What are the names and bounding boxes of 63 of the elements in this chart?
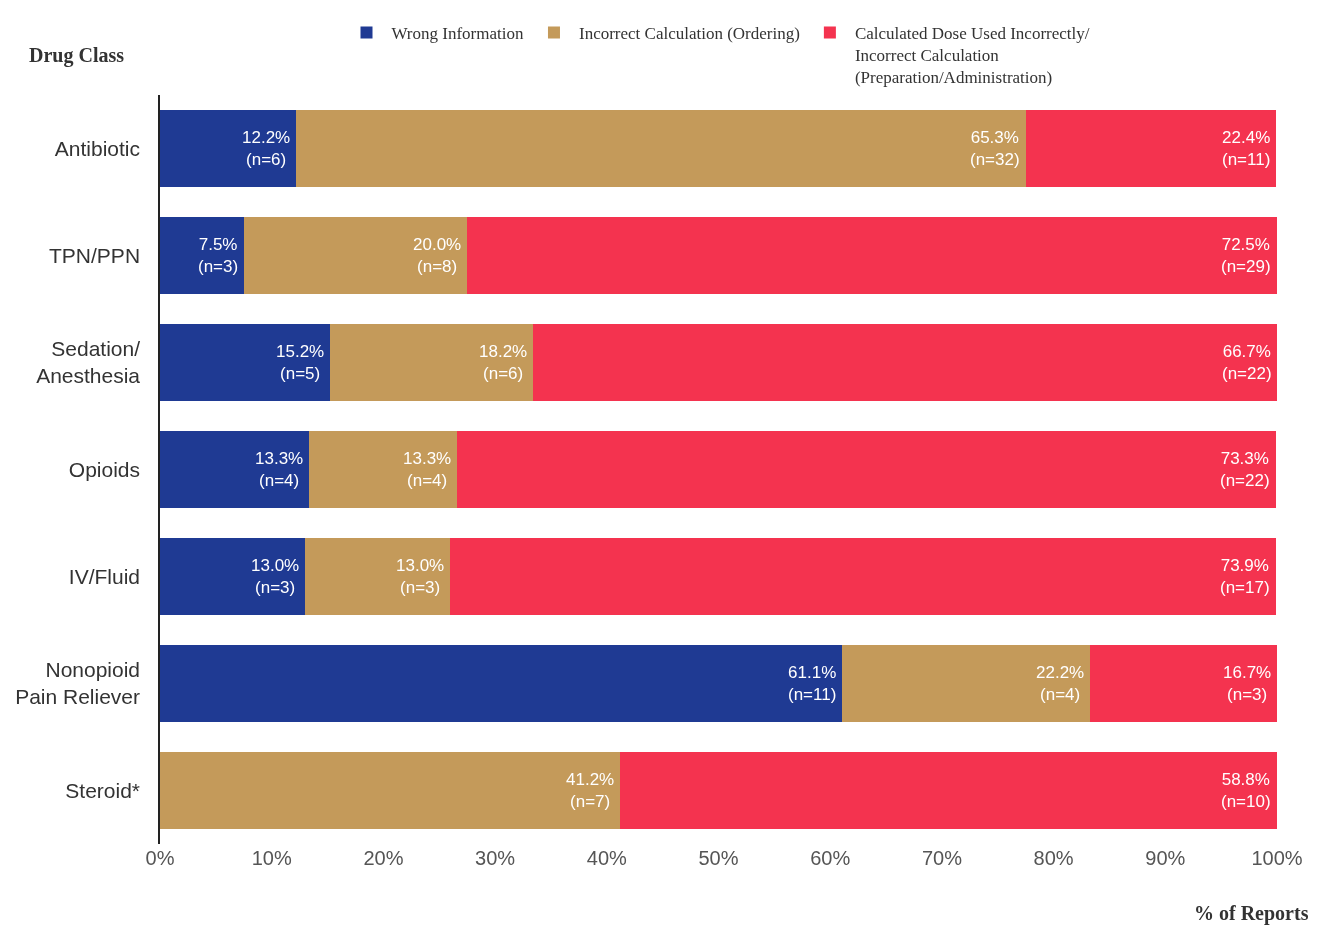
x-axis-title: % of Reports bbox=[1194, 902, 1309, 925]
y-tick-label: Nonopioid Pain Reliever bbox=[15, 658, 141, 709]
x-tick-label: 20% bbox=[363, 847, 404, 869]
data-label: 41.2% (n=7) bbox=[566, 770, 615, 812]
bar bbox=[457, 430, 1276, 509]
data-label: 7.5% (n=3) bbox=[198, 235, 239, 277]
data-label: 13.3% (n=4) bbox=[255, 449, 304, 491]
x-tick-label: 0% bbox=[145, 847, 175, 869]
x-tick-label: 90% bbox=[1145, 847, 1186, 869]
x-tick-label: 40% bbox=[586, 847, 628, 869]
data-label: 15.2% (n=5) bbox=[276, 342, 325, 384]
data-label: 16.7% (n=3) bbox=[1223, 663, 1272, 705]
y-tick-label: Sedation/ Anesthesia bbox=[36, 337, 141, 388]
y-tick-label: Steroid* bbox=[65, 778, 141, 802]
bar bbox=[305, 537, 451, 616]
data-label: 66.7% (n=22) bbox=[1222, 342, 1272, 384]
data-label: 72.5% (n=29) bbox=[1221, 235, 1271, 277]
data-label: 73.9% (n=17) bbox=[1220, 556, 1270, 598]
bar bbox=[160, 430, 309, 509]
legend-label: Incorrect Calculation (Ordering) bbox=[578, 24, 800, 44]
x-tick-label: 70% bbox=[921, 847, 963, 869]
bar bbox=[329, 323, 534, 402]
bar bbox=[160, 644, 843, 723]
x-tick-label: 10% bbox=[251, 847, 292, 869]
bar bbox=[160, 323, 330, 402]
legend-label: Calculated Dose Used Incorrectly/ Incorrect Calculation (Preparation/Administration) bbox=[854, 24, 1090, 88]
data-label: 22.4% (n=11) bbox=[1222, 128, 1271, 170]
y-tick-label: Antibiotic bbox=[54, 136, 141, 160]
data-label: 65.3% (n=32) bbox=[970, 128, 1020, 170]
bar bbox=[842, 644, 1091, 723]
bar bbox=[296, 109, 1026, 188]
legend-label: Wrong Information bbox=[391, 24, 524, 44]
x-tick-label: 50% bbox=[698, 847, 739, 869]
x-tick-label: 100% bbox=[1251, 847, 1303, 869]
data-label: 13.0% (n=3) bbox=[251, 556, 300, 598]
bar bbox=[160, 751, 621, 830]
x-tick-label: 60% bbox=[810, 847, 851, 869]
data-label: 13.0% (n=3) bbox=[396, 556, 445, 598]
bar bbox=[1090, 644, 1277, 723]
bar bbox=[467, 216, 1277, 295]
bar bbox=[450, 537, 1276, 616]
y-tick-label: TPN/PPN bbox=[49, 243, 141, 267]
bar bbox=[160, 537, 306, 616]
bar bbox=[533, 323, 1277, 402]
y-axis-title: Drug Class bbox=[29, 44, 125, 67]
x-tick-label: 30% bbox=[475, 847, 516, 869]
bar bbox=[160, 109, 297, 188]
data-label: 61.1% (n=11) bbox=[788, 663, 837, 705]
data-label: 22.2% (n=4) bbox=[1036, 663, 1085, 705]
data-label: 73.3% (n=22) bbox=[1220, 449, 1270, 491]
data-label: 12.2% (n=6) bbox=[242, 128, 291, 170]
data-label: 20.0% (n=8) bbox=[413, 235, 462, 277]
bar bbox=[620, 751, 1277, 830]
bar bbox=[160, 216, 244, 295]
bar bbox=[308, 430, 458, 509]
y-tick-label: IV/Fluid bbox=[68, 564, 141, 588]
bar bbox=[1025, 109, 1276, 188]
y-tick-label: Opioids bbox=[68, 457, 141, 481]
data-label: 58.8% (n=10) bbox=[1221, 770, 1271, 812]
x-tick-label: 80% bbox=[1033, 847, 1074, 869]
data-label: 13.3% (n=4) bbox=[403, 449, 452, 491]
bar bbox=[243, 216, 468, 295]
data-label: 18.2% (n=6) bbox=[479, 342, 528, 384]
